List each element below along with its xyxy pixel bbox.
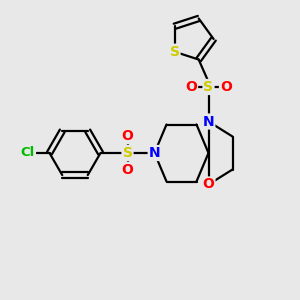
Text: O: O	[202, 178, 214, 191]
Text: O: O	[185, 80, 197, 94]
Text: O: O	[122, 129, 134, 143]
Text: S: S	[203, 80, 214, 94]
Text: Cl: Cl	[21, 146, 35, 160]
Text: O: O	[122, 163, 134, 177]
Text: S: S	[169, 45, 179, 59]
Text: N: N	[203, 115, 214, 128]
Text: O: O	[220, 80, 232, 94]
Text: N: N	[149, 146, 160, 160]
Text: S: S	[122, 146, 133, 160]
